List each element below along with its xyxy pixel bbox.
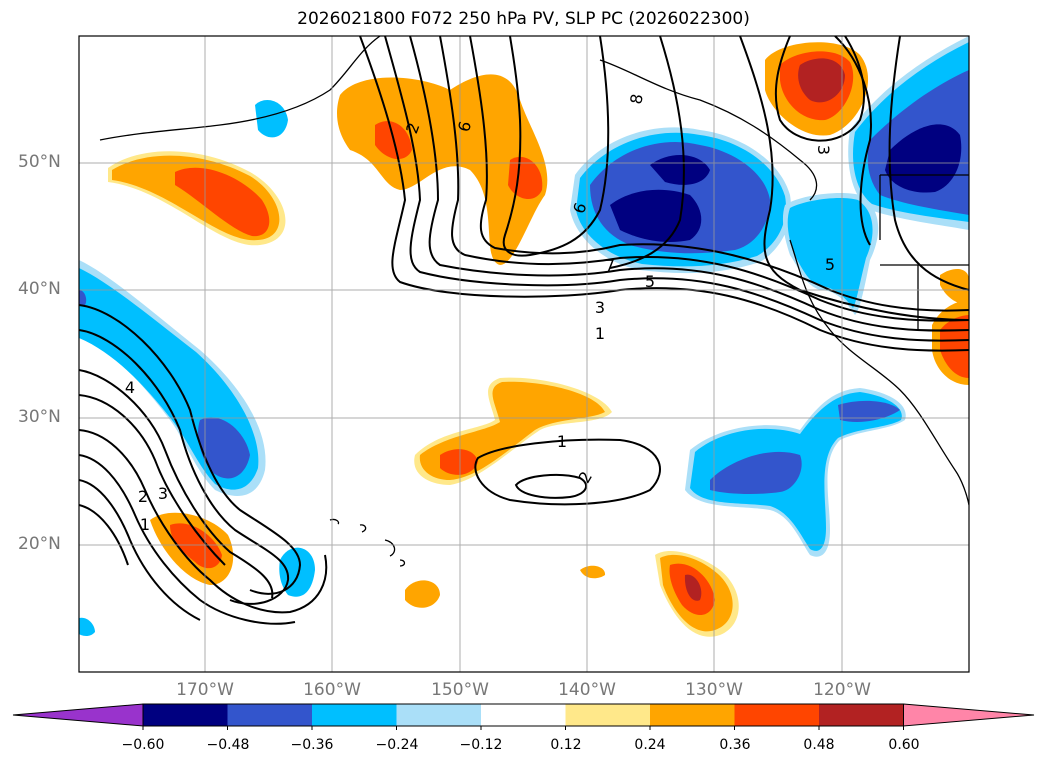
colorbar-tick-label: 0.48 bbox=[803, 737, 835, 753]
colorbar-box bbox=[650, 704, 735, 726]
colorbar-box bbox=[819, 704, 904, 726]
contour-label: 3 bbox=[595, 298, 605, 317]
colorbar-tick-label: −0.36 bbox=[290, 737, 334, 753]
colorbar-box bbox=[396, 704, 481, 726]
colorbar-box bbox=[734, 704, 819, 726]
contour-label: 5 bbox=[825, 255, 835, 274]
contour-label: 1 bbox=[595, 324, 605, 343]
contour-label: 1 bbox=[557, 432, 567, 451]
colorbar-tick-label: −0.60 bbox=[121, 737, 165, 753]
coastlines bbox=[99, 36, 969, 567]
contour-label: 5 bbox=[645, 272, 655, 291]
contour-label: 3 bbox=[158, 484, 168, 503]
colorbar-extend-high bbox=[903, 703, 1035, 727]
lat-label: 50°N bbox=[18, 152, 61, 172]
colorbar-box bbox=[227, 704, 312, 726]
gridlines bbox=[79, 36, 969, 672]
lon-label: 140°W bbox=[558, 680, 616, 700]
lon-label: 150°W bbox=[431, 680, 489, 700]
lat-label: 30°N bbox=[18, 407, 61, 427]
colorbar-box bbox=[143, 704, 228, 726]
colorbar-extend-low bbox=[12, 703, 144, 727]
contour-label: 4 bbox=[125, 378, 135, 397]
colorbar-tick-label: −0.48 bbox=[206, 737, 250, 753]
map-title: 2026021800 F072 250 hPa PV, SLP PC (2026… bbox=[297, 9, 750, 29]
contour-label: 1 bbox=[140, 515, 150, 534]
colorbar-box bbox=[481, 704, 566, 726]
slp-contours bbox=[79, 36, 969, 625]
lon-label: 170°W bbox=[176, 680, 234, 700]
lon-label: 160°W bbox=[303, 680, 361, 700]
contour-label: 8 bbox=[626, 92, 646, 105]
lon-label: 130°W bbox=[685, 680, 743, 700]
colorbar-tick-label: −0.24 bbox=[375, 737, 419, 753]
colorbar-tick-label: 0.24 bbox=[634, 737, 666, 753]
colorbar-tick-label: 0.36 bbox=[719, 737, 751, 753]
colorbar-tick-label: 0.60 bbox=[888, 737, 920, 753]
colorbar-box bbox=[565, 704, 650, 726]
map-frame bbox=[78, 35, 970, 673]
contour-label: 2 bbox=[138, 487, 148, 506]
colorbar-box bbox=[312, 704, 397, 726]
contour-label: 7 bbox=[605, 256, 615, 275]
contour-label: 3 bbox=[814, 145, 833, 155]
colorbar-tick-label: −0.12 bbox=[459, 737, 503, 753]
lat-label: 40°N bbox=[18, 279, 61, 299]
colorbar-tick-label: 0.12 bbox=[550, 737, 582, 753]
lon-label: 120°W bbox=[813, 680, 871, 700]
negative-pv-anomalies bbox=[79, 36, 969, 636]
colorbar-frame bbox=[142, 703, 904, 727]
lat-label: 20°N bbox=[18, 534, 61, 554]
contour-label: 6 bbox=[454, 119, 475, 134]
